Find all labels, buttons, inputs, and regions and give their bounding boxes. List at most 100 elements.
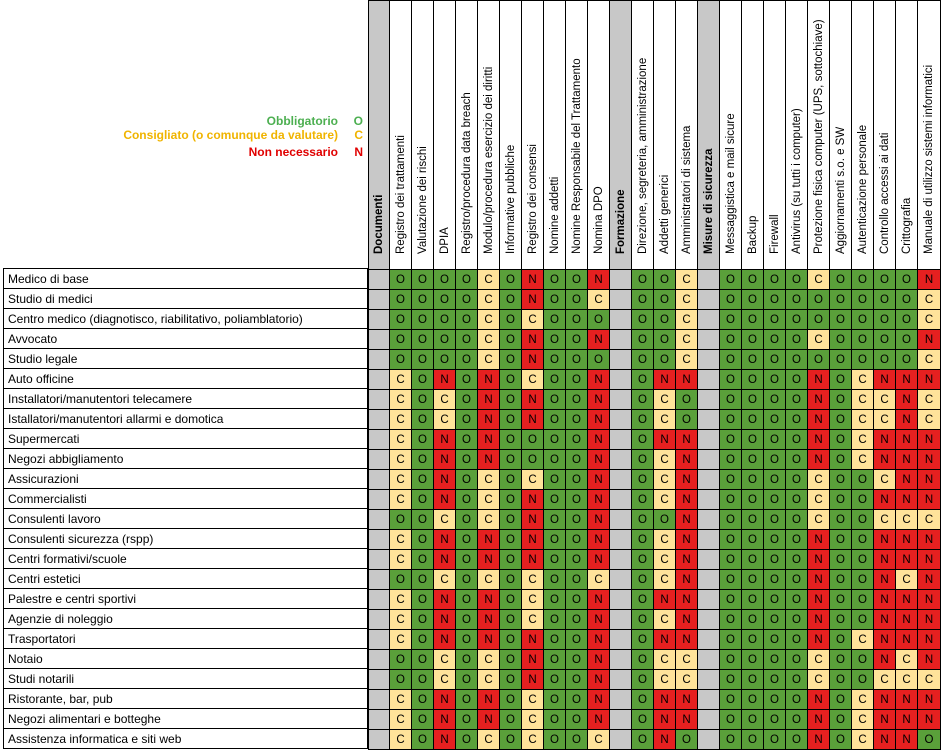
matrix-cell: O	[741, 509, 764, 530]
matrix-cell: O	[565, 509, 588, 530]
matrix-cell: N	[653, 689, 676, 710]
matrix-cell: O	[499, 729, 522, 750]
section-cell	[697, 269, 720, 290]
matrix-cell: N	[587, 609, 610, 630]
matrix-cell: N	[895, 429, 918, 450]
column-header-row: Documenti Registro dei trattamenti Valutaz…	[368, 0, 941, 270]
matrix-cell: O	[389, 309, 412, 330]
column-header: Protezione fisica computer (UPS, sottoch…	[807, 0, 830, 270]
section-cell	[609, 609, 632, 630]
matrix-cell: C	[389, 449, 412, 470]
matrix-cell: C	[917, 289, 941, 310]
matrix-cell: O	[851, 309, 874, 330]
matrix-cell: N	[917, 489, 941, 510]
matrix-cell: O	[719, 709, 742, 730]
matrix-cell: C	[521, 609, 544, 630]
matrix-cell: O	[499, 649, 522, 670]
section-cell	[368, 469, 390, 490]
matrix-cell: N	[477, 369, 500, 390]
matrix-cell: N	[477, 409, 500, 430]
matrix-cell: O	[631, 269, 654, 290]
matrix-cell: O	[433, 269, 456, 290]
column-header-label: Direzione, segreteria, amministrazione	[636, 57, 649, 254]
matrix-cell: O	[433, 309, 456, 330]
matrix-cell: C	[433, 409, 456, 430]
matrix-cell: O	[631, 709, 654, 730]
matrix-cell: O	[455, 549, 478, 570]
matrix-cell: C	[917, 349, 941, 370]
legend-text: Obbligatorio	[266, 114, 338, 128]
matrix-cell: O	[543, 409, 566, 430]
matrix-cell: O	[543, 369, 566, 390]
matrix-cell: O	[499, 629, 522, 650]
column-header: DPIA	[433, 0, 456, 270]
matrix-cell: O	[719, 509, 742, 530]
row-label: Consulenti sicurezza (rspp)	[3, 528, 368, 549]
column-header: Nomine Responsabile del Trattamento	[565, 0, 588, 270]
matrix-cell: O	[785, 469, 808, 490]
section-cell	[609, 709, 632, 730]
legend: Obbligatorio O Consigliato (o comunque da …	[0, 0, 368, 269]
matrix-cell: N	[433, 589, 456, 610]
matrix-cell: C	[477, 349, 500, 370]
matrix-cell: O	[631, 569, 654, 590]
matrix-cell: C	[653, 609, 676, 630]
section-cell	[697, 409, 720, 430]
matrix-cell: N	[587, 649, 610, 670]
matrix-cell: O	[565, 469, 588, 490]
matrix-cell: N	[477, 629, 500, 650]
matrix-cell: O	[565, 649, 588, 670]
matrix-cell: C	[389, 369, 412, 390]
matrix-cell: C	[587, 289, 610, 310]
matrix-cell: O	[565, 449, 588, 470]
row-label: Assicurazioni	[3, 468, 368, 489]
column-header: Backup	[741, 0, 764, 270]
matrix-cell: N	[917, 329, 941, 350]
matrix-cell: O	[653, 289, 676, 310]
matrix-cell: C	[873, 509, 896, 530]
section-cell	[697, 569, 720, 590]
matrix-cell: O	[433, 289, 456, 310]
matrix-cell: C	[477, 569, 500, 590]
matrix-cell: O	[719, 269, 742, 290]
column-header: Addetti generici	[653, 0, 676, 270]
matrix-cell: O	[587, 349, 610, 370]
section-cell	[609, 689, 632, 710]
row-label-row: Centri estetici	[3, 568, 368, 589]
matrix-cell: O	[785, 389, 808, 410]
section-cell	[609, 569, 632, 590]
matrix-cell: C	[389, 629, 412, 650]
legend-text: Consigliato (o comunque da valutare)	[123, 128, 338, 142]
section-cell	[697, 529, 720, 550]
matrix-cell: O	[543, 569, 566, 590]
section-header: Misure di sicurezza	[697, 0, 720, 270]
matrix-cell: O	[741, 309, 764, 330]
matrix-cell: C	[851, 369, 874, 390]
matrix-cell: N	[587, 429, 610, 450]
matrix-cell: O	[543, 529, 566, 550]
matrix-cell: N	[675, 709, 698, 730]
matrix-cell: O	[411, 529, 434, 550]
matrix-cell: O	[543, 729, 566, 750]
matrix-cell: O	[543, 589, 566, 610]
matrix-cell: O	[829, 609, 852, 630]
matrix-cell: O	[763, 649, 786, 670]
matrix-cell: O	[565, 549, 588, 570]
matrix-cell: O	[829, 729, 852, 750]
section-cell	[609, 449, 632, 470]
matrix-cell: N	[433, 449, 456, 470]
row-label: Trasportatori	[3, 628, 368, 649]
matrix-cell: O	[829, 409, 852, 430]
matrix-cell: O	[829, 589, 852, 610]
column-header: Nomine addetti	[543, 0, 566, 270]
matrix-cell: O	[543, 469, 566, 490]
matrix-cell: O	[499, 449, 522, 470]
matrix-cell: C	[851, 729, 874, 750]
matrix-cell: C	[851, 449, 874, 470]
matrix-cell: N	[675, 549, 698, 570]
column-header-label: Informative pubbliche	[504, 144, 517, 254]
matrix-cell: C	[389, 609, 412, 630]
